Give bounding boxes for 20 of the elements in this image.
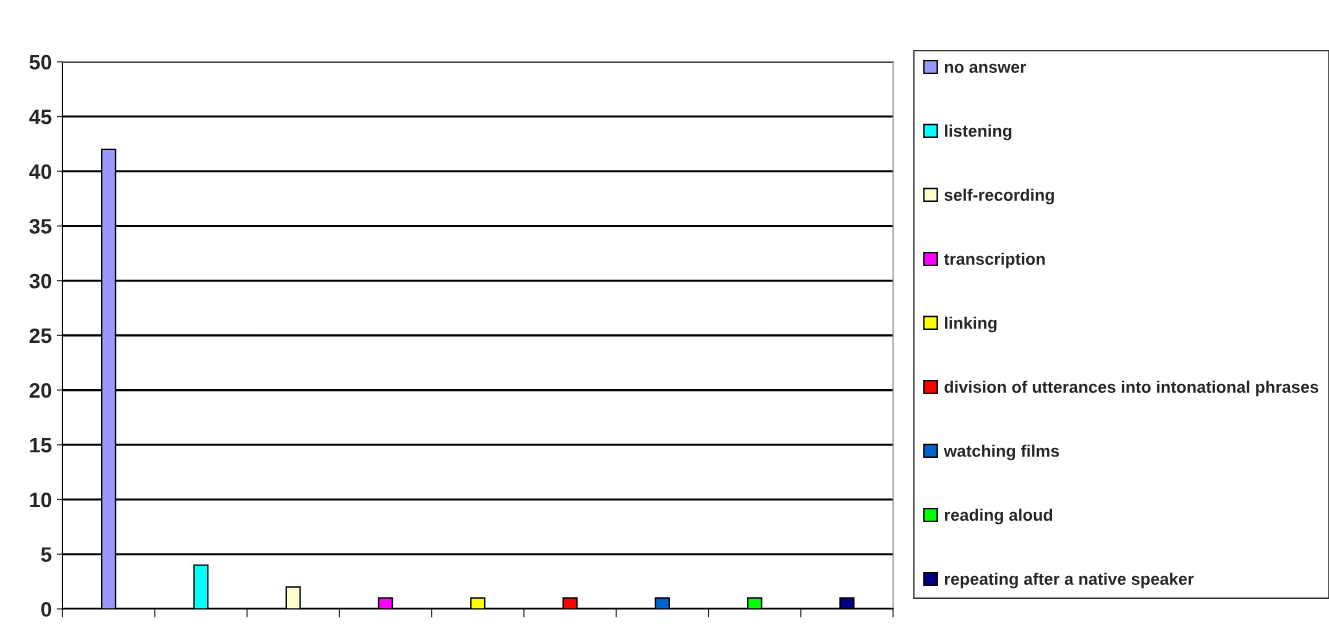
legend-label: reading aloud (944, 508, 1053, 525)
legend-label: division of utterances into intonational phrases (944, 380, 1319, 397)
y-tick-label: 0 (41, 601, 52, 617)
legend-label: listening (945, 124, 1012, 141)
legend-label: no answer (944, 63, 1027, 73)
y-tick-label: 20 (29, 383, 52, 398)
legend-label: transcription (944, 252, 1045, 269)
legend-label: watching films (943, 444, 1059, 461)
y-tick-label: 30 (29, 273, 52, 289)
legend-label: repeating after a native speaker (944, 572, 1194, 589)
y-tick-label: 45 (29, 109, 52, 125)
y-tick-label: 15 (30, 438, 52, 453)
legend-label: self-recording (944, 188, 1054, 205)
y-tick-label: 35 (29, 218, 52, 234)
y-tick-label: 25 (29, 328, 52, 344)
y-tick-label: 5 (41, 547, 52, 562)
y-tick-label: 50 (29, 54, 52, 70)
y-tick-label: 10 (30, 492, 52, 508)
legend-label: linking (945, 316, 997, 333)
y-tick-label: 40 (29, 164, 52, 180)
